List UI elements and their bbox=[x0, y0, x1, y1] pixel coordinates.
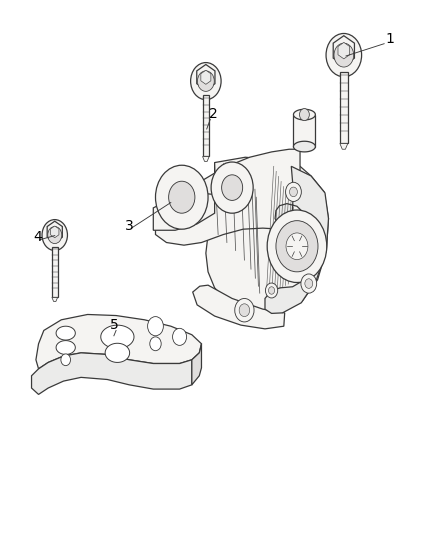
Polygon shape bbox=[333, 36, 354, 66]
Circle shape bbox=[267, 210, 327, 282]
Circle shape bbox=[198, 71, 214, 91]
Polygon shape bbox=[293, 141, 315, 152]
Circle shape bbox=[286, 233, 308, 260]
Text: 3: 3 bbox=[125, 219, 134, 233]
Circle shape bbox=[191, 62, 221, 100]
Polygon shape bbox=[36, 314, 201, 369]
Polygon shape bbox=[50, 226, 59, 238]
Polygon shape bbox=[155, 149, 300, 245]
Text: 4: 4 bbox=[33, 230, 42, 244]
Polygon shape bbox=[105, 343, 130, 362]
Polygon shape bbox=[192, 344, 201, 385]
Text: 5: 5 bbox=[110, 318, 119, 333]
Polygon shape bbox=[293, 109, 315, 120]
Polygon shape bbox=[193, 285, 285, 329]
Circle shape bbox=[334, 43, 353, 67]
Polygon shape bbox=[206, 157, 328, 314]
Text: 1: 1 bbox=[385, 31, 394, 46]
Circle shape bbox=[326, 34, 362, 77]
Circle shape bbox=[173, 328, 187, 345]
Polygon shape bbox=[265, 166, 328, 313]
Circle shape bbox=[268, 287, 275, 294]
Polygon shape bbox=[52, 247, 58, 297]
Circle shape bbox=[239, 304, 250, 317]
Circle shape bbox=[211, 162, 253, 213]
Polygon shape bbox=[153, 193, 215, 230]
Circle shape bbox=[235, 298, 254, 322]
Polygon shape bbox=[56, 341, 75, 354]
Circle shape bbox=[286, 182, 301, 201]
Circle shape bbox=[169, 181, 195, 213]
Circle shape bbox=[148, 317, 163, 336]
Polygon shape bbox=[202, 95, 209, 157]
Circle shape bbox=[301, 274, 317, 293]
Circle shape bbox=[265, 283, 278, 298]
Circle shape bbox=[61, 354, 71, 366]
Circle shape bbox=[222, 175, 243, 200]
Text: 2: 2 bbox=[209, 107, 218, 122]
Polygon shape bbox=[338, 43, 350, 59]
Circle shape bbox=[42, 220, 67, 251]
Polygon shape bbox=[340, 71, 348, 143]
Circle shape bbox=[150, 337, 161, 351]
Polygon shape bbox=[32, 353, 192, 394]
Polygon shape bbox=[340, 143, 348, 149]
Polygon shape bbox=[52, 297, 58, 302]
Circle shape bbox=[305, 279, 313, 288]
Polygon shape bbox=[56, 326, 75, 340]
Circle shape bbox=[276, 221, 318, 272]
Polygon shape bbox=[197, 64, 215, 90]
Polygon shape bbox=[101, 325, 134, 349]
Polygon shape bbox=[202, 157, 209, 161]
Circle shape bbox=[155, 165, 208, 229]
Polygon shape bbox=[293, 115, 315, 147]
Polygon shape bbox=[47, 221, 62, 243]
Polygon shape bbox=[201, 70, 211, 84]
Circle shape bbox=[48, 227, 62, 244]
Circle shape bbox=[290, 187, 297, 197]
Circle shape bbox=[300, 109, 309, 120]
